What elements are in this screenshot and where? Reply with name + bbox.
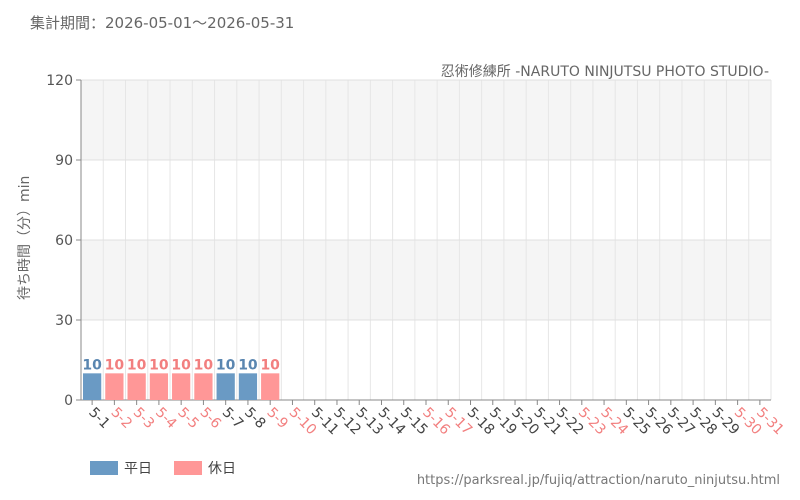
bar-5-1 — [83, 373, 102, 400]
bar-5-7 — [216, 373, 235, 400]
bar-5-9 — [261, 373, 280, 400]
attraction-title: 忍術修練所 -NARUTO NINJUTSU PHOTO STUDIO- — [440, 64, 769, 80]
x-tick-label-5-8: 5-8 — [241, 405, 268, 432]
x-tick-label-5-3: 5-3 — [130, 405, 157, 432]
data-label-5-4: 10 — [149, 357, 169, 373]
legend-item-weekday[interactable]: 平日 — [90, 458, 152, 478]
data-label-5-6: 10 — [194, 357, 214, 373]
x-tick-label-5-5: 5-5 — [174, 405, 201, 432]
y-tick-label: 30 — [55, 313, 73, 329]
data-label-5-1: 10 — [82, 357, 102, 373]
holiday-swatch — [174, 461, 202, 475]
data-label-5-3: 10 — [127, 357, 147, 373]
bar-5-8 — [238, 373, 258, 400]
x-tick-label-5-2: 5-2 — [108, 405, 135, 432]
x-tick-label-5-9: 5-9 — [263, 405, 290, 432]
data-label-5-5: 10 — [171, 357, 191, 373]
bar-5-2 — [105, 373, 124, 400]
legend: 平日 休日 — [90, 458, 236, 478]
period-label: 集計期間：2026-05-01～2026-05-31 — [30, 14, 295, 32]
bar-5-6 — [194, 373, 213, 400]
legend-label-weekday: 平日 — [124, 461, 152, 477]
bar-5-3 — [127, 373, 146, 400]
legend-item-holiday[interactable]: 休日 — [174, 458, 236, 478]
y-tick-label: 0 — [64, 393, 73, 409]
data-label-5-2: 10 — [105, 357, 125, 373]
y-tick-label: 90 — [55, 153, 73, 169]
data-label-5-7: 10 — [216, 357, 236, 373]
y-tick-label: 60 — [55, 233, 73, 249]
source-url[interactable]: https://parksreal.jp/fujiq/attraction/na… — [416, 473, 780, 488]
grid-band — [81, 80, 771, 160]
y-tick-label: 120 — [46, 73, 73, 89]
x-tick-label-5-4: 5-4 — [152, 405, 180, 433]
data-label-5-9: 10 — [260, 357, 280, 373]
bar-5-4 — [149, 373, 169, 400]
bar-5-5 — [172, 373, 191, 400]
data-label-5-8: 10 — [238, 357, 258, 373]
grid-band — [81, 240, 771, 320]
x-tick-label-5-6: 5-6 — [197, 405, 225, 433]
weekday-swatch — [90, 461, 118, 475]
x-tick-label-5-1: 5-1 — [85, 405, 112, 432]
x-tick-label-5-7: 5-7 — [219, 405, 246, 432]
legend-label-holiday: 休日 — [208, 461, 236, 477]
